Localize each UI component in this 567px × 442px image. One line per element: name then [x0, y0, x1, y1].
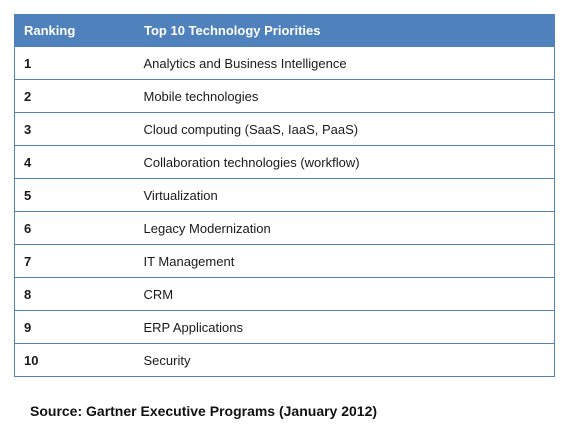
- table-row: 5 Virtualization: [14, 178, 555, 212]
- rank-cell: 3: [14, 112, 135, 146]
- header-row: Ranking Top 10 Technology Priorities: [14, 14, 555, 47]
- rank-cell: 1: [14, 46, 135, 80]
- table-row: 1 Analytics and Business Intelligence: [14, 46, 555, 80]
- rank-cell: 9: [14, 310, 135, 344]
- table-body: 1 Analytics and Business Intelligence 2 …: [14, 46, 555, 377]
- table-row: 4 Collaboration technologies (workflow): [14, 145, 555, 179]
- rank-cell: 7: [14, 244, 135, 278]
- table-row: 9 ERP Applications: [14, 310, 555, 344]
- rank-cell: 10: [14, 343, 135, 377]
- table-row: 10 Security: [14, 343, 555, 377]
- rank-cell: 8: [14, 277, 135, 311]
- priority-cell: CRM: [134, 277, 555, 311]
- header-priorities: Top 10 Technology Priorities: [134, 14, 555, 47]
- rank-cell: 2: [14, 79, 135, 113]
- priority-cell: Analytics and Business Intelligence: [134, 46, 555, 80]
- table-row: 8 CRM: [14, 277, 555, 311]
- priority-cell: Legacy Modernization: [134, 211, 555, 245]
- rank-cell: 5: [14, 178, 135, 212]
- priority-cell: Mobile technologies: [134, 79, 555, 113]
- table-row: 6 Legacy Modernization: [14, 211, 555, 245]
- priority-cell: Cloud computing (SaaS, IaaS, PaaS): [134, 112, 555, 146]
- priority-cell: Collaboration technologies (workflow): [134, 145, 555, 179]
- priorities-table: Ranking Top 10 Technology Priorities 1 A…: [14, 14, 555, 377]
- header-ranking: Ranking: [14, 14, 135, 47]
- table-row: 3 Cloud computing (SaaS, IaaS, PaaS): [14, 112, 555, 146]
- table-row: 7 IT Management: [14, 244, 555, 278]
- rank-cell: 4: [14, 145, 135, 179]
- priority-cell: Virtualization: [134, 178, 555, 212]
- priority-cell: IT Management: [134, 244, 555, 278]
- priority-cell: ERP Applications: [134, 310, 555, 344]
- source-caption: Source: Gartner Executive Programs (Janu…: [30, 403, 378, 419]
- rank-cell: 6: [14, 211, 135, 245]
- priority-cell: Security: [134, 343, 555, 377]
- priorities-table-container: Ranking Top 10 Technology Priorities 1 A…: [14, 14, 555, 377]
- table-row: 2 Mobile technologies: [14, 79, 555, 113]
- table-header: Ranking Top 10 Technology Priorities: [14, 14, 555, 47]
